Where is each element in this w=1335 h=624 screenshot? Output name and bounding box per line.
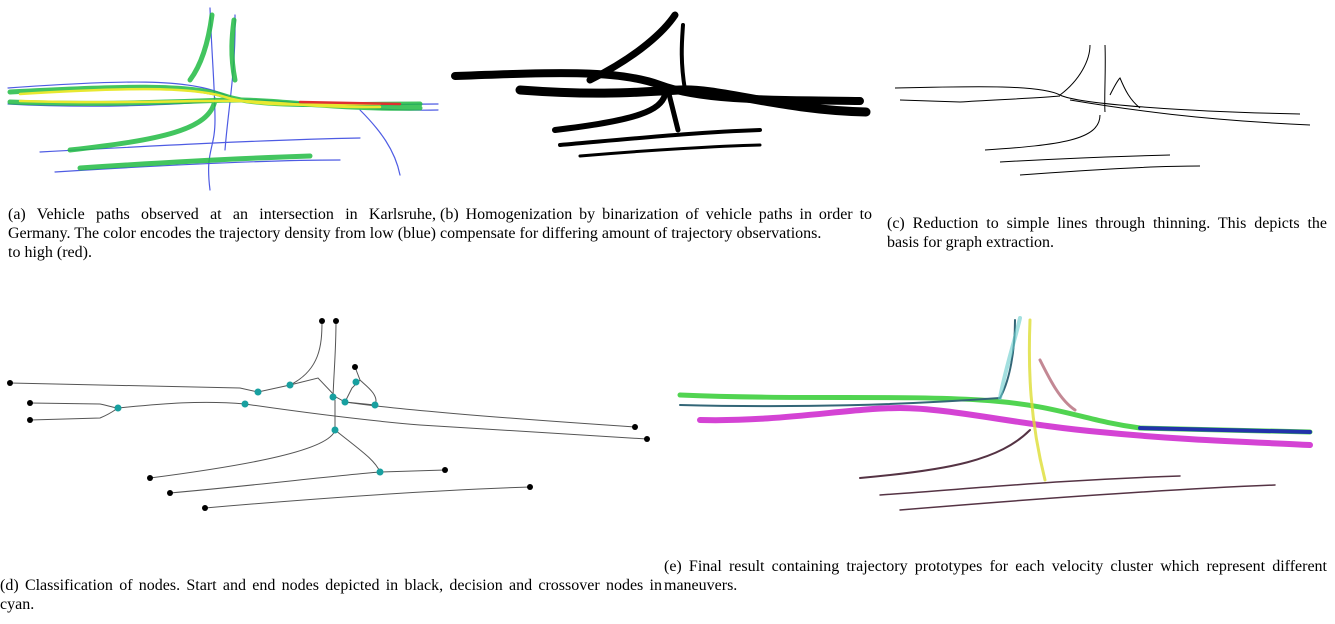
image-c (895, 45, 1310, 175)
image-d (7, 318, 650, 511)
caption-c: (c) Reduction to simple lines through th… (887, 214, 1327, 252)
caption-d: (d) Classification of nodes. Start and e… (0, 576, 662, 614)
caption-text: Reduction to simple lines through thinni… (887, 215, 1327, 251)
subfigure-label: (b) (440, 206, 459, 223)
subfigure-label: (a) (8, 206, 26, 223)
image-b (455, 15, 866, 156)
subfigure-label: (c) (887, 215, 905, 232)
caption-text: Final result containing trajectory proto… (664, 558, 1327, 594)
figure-page: (a) Vehicle paths observed at an interse… (0, 0, 1335, 624)
caption-a: (a) Vehicle paths observed at an interse… (8, 205, 436, 262)
image-e (680, 318, 1310, 510)
caption-b: (b) Homogenization by binarization of ve… (440, 205, 872, 243)
caption-text: Vehicle paths observed at an intersectio… (8, 206, 436, 261)
figure-images (0, 0, 1335, 624)
subfigure-label: (d) (0, 577, 19, 594)
subfigure-label: (e) (664, 558, 682, 575)
caption-text: Classification of nodes. Start and end n… (0, 577, 662, 613)
caption-e: (e) Final result containing trajectory p… (664, 557, 1327, 595)
image-a (8, 8, 438, 190)
caption-text: Homogenization by binarization of vehicl… (440, 206, 872, 242)
